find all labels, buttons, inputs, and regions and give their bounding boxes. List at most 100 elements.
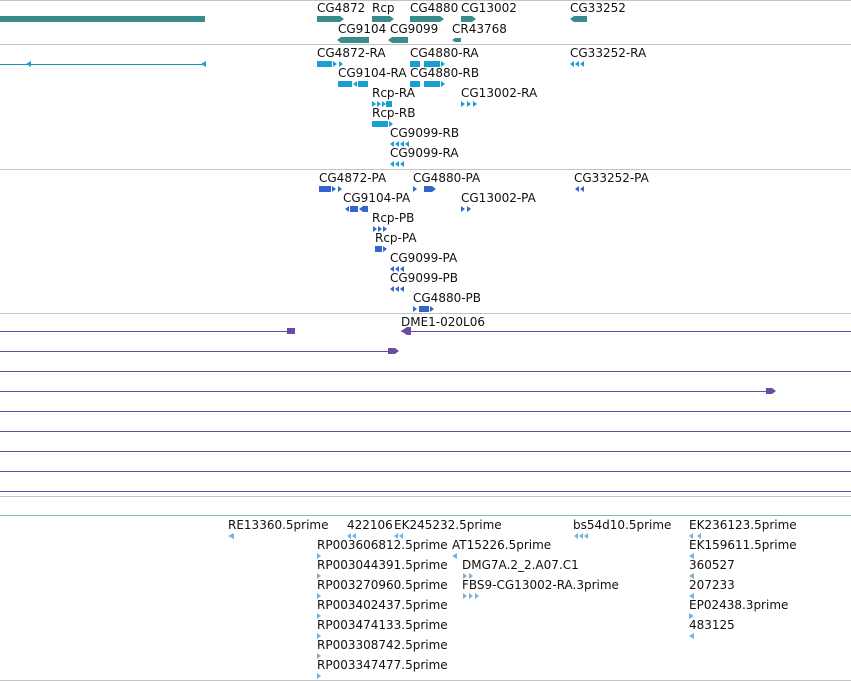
clone-arrow xyxy=(388,348,399,354)
gene-label[interactable]: CR43768 xyxy=(452,22,507,36)
protein-arrow xyxy=(395,266,399,272)
est-label[interactable]: FBS9-CG13002-RA.3prime xyxy=(462,578,619,592)
protein-arrow xyxy=(467,206,471,212)
transcript-arrow xyxy=(390,141,394,147)
gene-label[interactable]: Rcp xyxy=(372,1,395,15)
protein-arrow xyxy=(332,186,336,192)
est-label[interactable]: 207233 xyxy=(689,578,735,592)
clone-feature[interactable] xyxy=(401,331,851,332)
transcript-label[interactable]: CG33252-RA xyxy=(570,46,647,60)
protein-exon xyxy=(319,186,331,192)
protein-label[interactable]: CG4880-PB xyxy=(413,291,482,305)
gene-label[interactable]: CG9104 xyxy=(338,22,387,36)
protein-label[interactable]: CG4872-PA xyxy=(319,171,387,185)
protein-label[interactable]: CG9099-PB xyxy=(390,271,459,285)
transcript-arrow xyxy=(377,101,381,107)
protein-label[interactable]: Rcp-PB xyxy=(372,211,415,225)
gene-arrow xyxy=(461,16,476,22)
transcript-arrow xyxy=(580,61,584,67)
est-label[interactable]: RP003308742.5prime xyxy=(317,638,448,652)
gene-label[interactable]: CG13002 xyxy=(461,1,517,15)
gene-label[interactable]: CG33252 xyxy=(570,1,626,15)
transcript-arrow xyxy=(570,61,574,67)
transcript-arrow xyxy=(201,61,206,67)
transcript-exon xyxy=(358,81,368,87)
clone-arrow xyxy=(287,328,295,334)
protein-arrow xyxy=(390,266,394,272)
protein-arrow xyxy=(580,186,584,192)
transcript-label[interactable]: CG9099-RB xyxy=(390,126,460,140)
est-arrow xyxy=(317,673,321,679)
est-arrow xyxy=(317,613,321,619)
est-label[interactable]: RP003270960.5prime xyxy=(317,578,448,592)
clone-feature[interactable] xyxy=(0,351,398,352)
est-arrow xyxy=(689,593,694,599)
est-label[interactable]: EK245232.5prime xyxy=(394,518,502,532)
protein-label[interactable]: CG13002-PA xyxy=(461,191,536,205)
transcript-label[interactable]: CG4880-RA xyxy=(410,46,479,60)
est-label[interactable]: bs54d10.5prime xyxy=(573,518,672,532)
transcript-exon xyxy=(410,81,420,87)
est-label[interactable]: RP003402437.5prime xyxy=(317,598,448,612)
protein-arrow xyxy=(400,286,404,292)
est-label[interactable]: RE13360.5prime xyxy=(228,518,329,532)
est-label[interactable]: 483125 xyxy=(689,618,735,632)
transcript-arrow xyxy=(467,101,471,107)
est-label[interactable]: EP02438.3prime xyxy=(689,598,789,612)
gene-arrow xyxy=(452,38,461,42)
clone-feature[interactable] xyxy=(0,391,775,392)
est-label[interactable]: RP003606812.5prime xyxy=(317,538,448,552)
protein-label[interactable]: CG4880-PA xyxy=(413,171,481,185)
gene-feature[interactable] xyxy=(0,16,205,22)
est-arrow xyxy=(689,613,694,619)
clone-feature[interactable] xyxy=(0,451,851,452)
clone-feature[interactable] xyxy=(0,411,851,412)
protein-arrow xyxy=(461,206,465,212)
est-arrow xyxy=(347,533,351,539)
transcript-label[interactable]: CG9099-RA xyxy=(390,146,459,160)
transcript-label[interactable]: CG4872-RA xyxy=(317,46,386,60)
est-arrow xyxy=(475,593,479,599)
est-arrow xyxy=(469,573,473,579)
protein-arrow xyxy=(383,226,387,232)
est-label[interactable]: RP003347477.5prime xyxy=(317,658,448,672)
transcript-label[interactable]: Rcp-RB xyxy=(372,106,416,120)
est-label[interactable]: AT15226.5prime xyxy=(452,538,552,552)
transcript-arrow xyxy=(339,61,343,67)
gene-arrow xyxy=(410,16,444,22)
transcript-feature[interactable] xyxy=(0,64,205,65)
est-arrow xyxy=(399,533,403,539)
protein-label[interactable]: CG9099-PA xyxy=(390,251,458,265)
protein-label[interactable]: Rcp-PA xyxy=(375,231,417,245)
transcript-exon xyxy=(338,81,352,87)
protein-arrow xyxy=(373,226,377,232)
protein-label[interactable]: CG9104-PA xyxy=(343,191,411,205)
gene-label[interactable]: CG4872 xyxy=(317,1,366,15)
protein-exon xyxy=(350,206,358,212)
est-label[interactable]: RP003044391.5prime xyxy=(317,558,448,572)
clone-arrow xyxy=(766,388,776,394)
est-label[interactable]: EK159611.5prime xyxy=(689,538,797,552)
est-arrow xyxy=(584,533,588,539)
clone-feature[interactable] xyxy=(0,491,851,492)
clone-feature[interactable] xyxy=(0,431,851,432)
gene-arrow xyxy=(570,16,587,22)
transcript-label[interactable]: CG4880-RB xyxy=(410,66,480,80)
transcript-label[interactable]: Rcp-RA xyxy=(372,86,415,100)
clone-label[interactable]: DME1-020L06 xyxy=(401,315,485,329)
transcript-label[interactable]: CG13002-RA xyxy=(461,86,538,100)
est-label[interactable]: DMG7A.2_2.A07.C1 xyxy=(462,558,579,572)
est-label[interactable]: EK236123.5prime xyxy=(689,518,797,532)
transcript-arrow xyxy=(395,161,399,167)
gene-label[interactable]: CG4880 xyxy=(410,1,459,15)
protein-label[interactable]: CG33252-PA xyxy=(574,171,649,185)
transcript-label[interactable]: CG9104-RA xyxy=(338,66,407,80)
clone-feature[interactable] xyxy=(0,371,851,372)
clone-feature[interactable] xyxy=(0,331,294,332)
est-label[interactable]: 422106 xyxy=(347,518,393,532)
est-label[interactable]: RP003474133.5prime xyxy=(317,618,448,632)
clone-feature[interactable] xyxy=(0,471,851,472)
gene-label[interactable]: CG9099 xyxy=(390,22,439,36)
est-label[interactable]: 360527 xyxy=(689,558,735,572)
protein-arrow xyxy=(359,206,363,212)
